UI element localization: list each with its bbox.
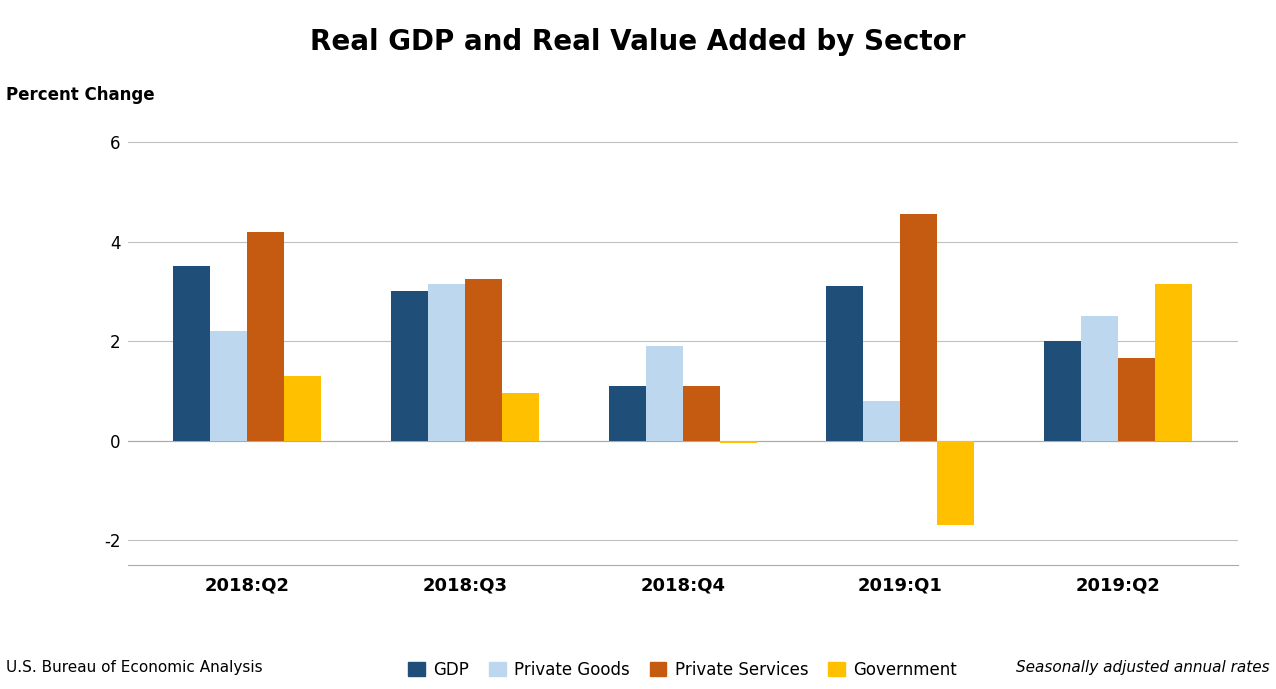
Bar (501, 393, 538, 440)
Bar (390, 291, 427, 440)
Text: U.S. Bureau of Economic Analysis: U.S. Bureau of Economic Analysis (6, 660, 263, 675)
Bar (609, 386, 646, 440)
Bar (464, 279, 501, 440)
Bar (211, 331, 248, 440)
Bar (174, 267, 211, 440)
Legend: GDP, Private Goods, Private Services, Government: GDP, Private Goods, Private Services, Go… (402, 654, 963, 686)
Bar (248, 232, 285, 440)
Bar (864, 401, 901, 440)
Bar (827, 287, 864, 440)
Bar (285, 376, 322, 440)
Text: Percent Change: Percent Change (6, 86, 154, 104)
Bar (683, 386, 720, 440)
Bar (1118, 358, 1155, 440)
Bar (1155, 284, 1192, 440)
Bar (1044, 341, 1081, 440)
Bar (1081, 316, 1118, 440)
Bar (938, 440, 975, 525)
Text: Seasonally adjusted annual rates: Seasonally adjusted annual rates (1016, 660, 1270, 675)
Bar (646, 346, 683, 440)
Bar (901, 214, 938, 440)
Bar (720, 440, 757, 443)
Text: Real GDP and Real Value Added by Sector: Real GDP and Real Value Added by Sector (310, 28, 966, 56)
Bar (427, 284, 464, 440)
